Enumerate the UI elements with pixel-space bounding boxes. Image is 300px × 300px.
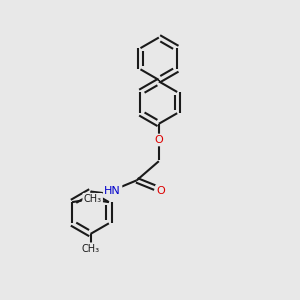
Text: O: O — [157, 186, 165, 196]
Text: HN: HN — [104, 186, 121, 196]
Text: CH₃: CH₃ — [82, 244, 100, 254]
Text: Cl: Cl — [84, 194, 95, 204]
Text: O: O — [154, 135, 163, 145]
Text: CH₃: CH₃ — [84, 194, 102, 204]
